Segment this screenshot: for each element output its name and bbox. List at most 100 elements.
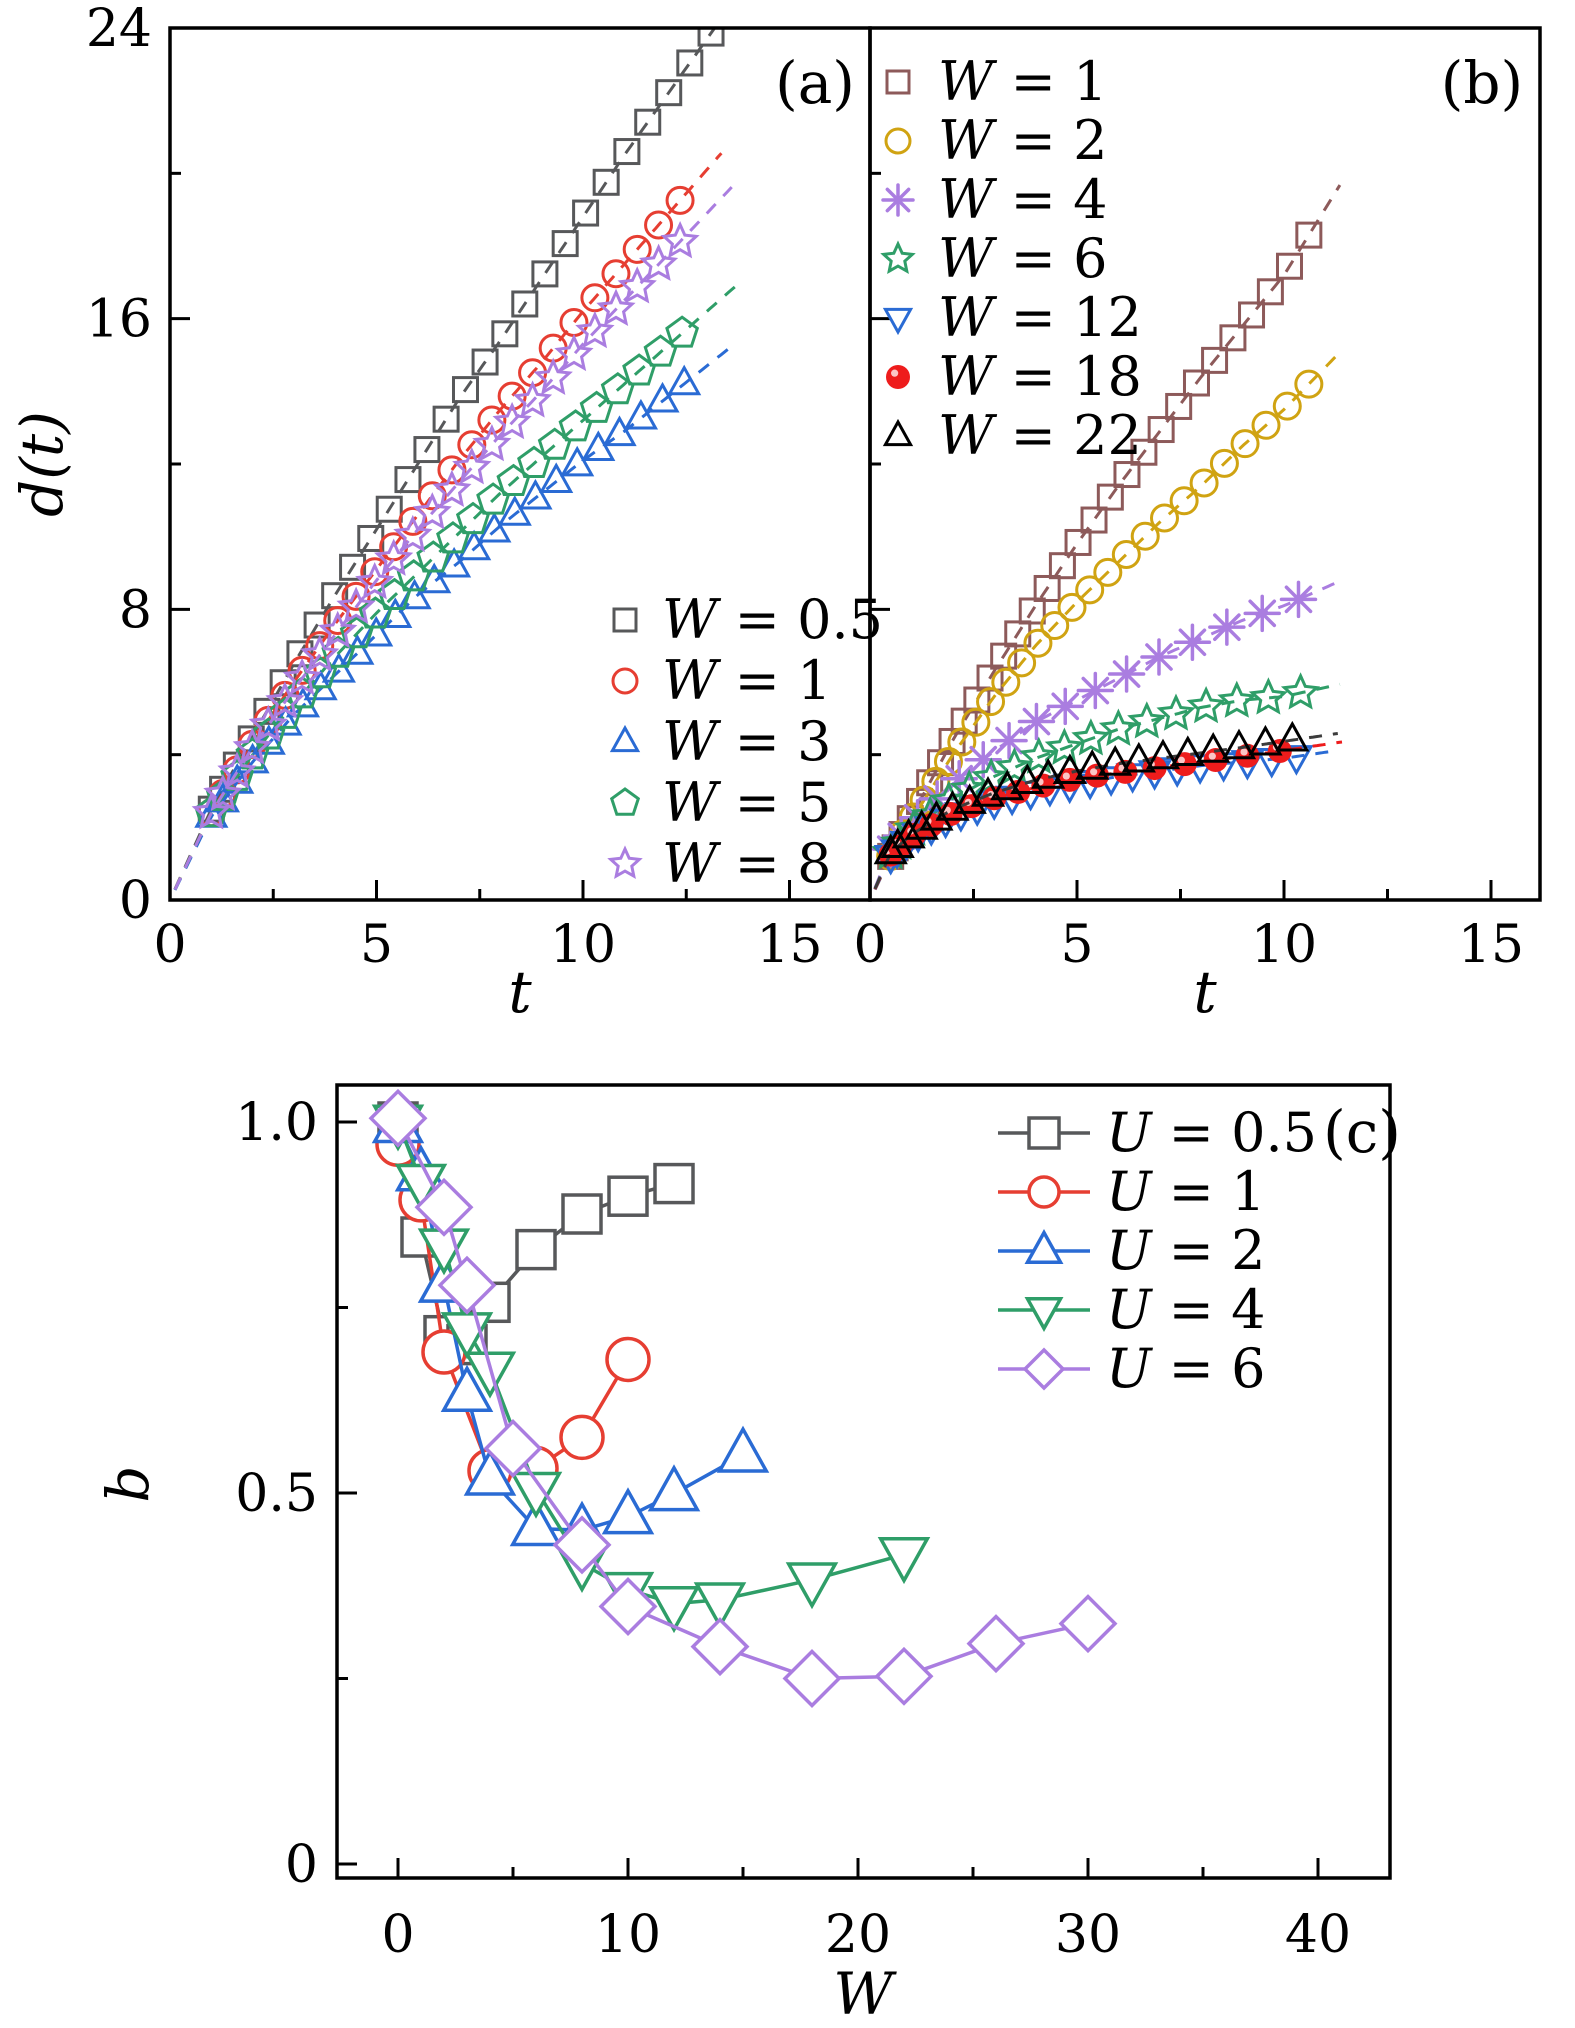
- legend-label: W = 5: [662, 771, 831, 834]
- marker-square: [1027, 1116, 1061, 1150]
- legend-item: W = 2: [884, 109, 1107, 172]
- marker-circle: [287, 655, 317, 685]
- legend-item: W = 0.5: [612, 588, 883, 651]
- marker-star: [533, 357, 573, 395]
- x-tick-label: 5: [360, 915, 393, 975]
- series-W=22: [873, 720, 1338, 890]
- marker-triangle-down: [647, 1585, 701, 1634]
- x-tick-label: 20: [825, 1905, 891, 1965]
- marker-square: [375, 495, 403, 523]
- x-tick-label: 15: [756, 915, 822, 975]
- marker-asterisk: [1173, 623, 1212, 662]
- marker-triangle-up: [359, 615, 394, 647]
- marker-pentagon: [455, 501, 490, 535]
- x-tick-label: 15: [1458, 915, 1524, 975]
- marker-star: [282, 657, 322, 696]
- marker-triangle-up: [880, 827, 915, 858]
- legend-item: U = 6: [998, 1337, 1265, 1400]
- marker-square: [339, 553, 367, 581]
- marker-star: [1280, 672, 1321, 710]
- marker-square: [1256, 278, 1284, 306]
- marker-square: [531, 260, 559, 288]
- marker-triangle-up: [647, 1464, 701, 1512]
- legend-label: W = 22: [938, 404, 1142, 467]
- marker-circle: [457, 430, 487, 460]
- marker-diamond: [966, 1614, 1026, 1674]
- fit-line: [173, 281, 741, 891]
- marker-triangle-up: [1275, 720, 1310, 752]
- panel-b-xlabel: t: [1193, 958, 1217, 1026]
- marker-square: [1182, 369, 1210, 397]
- marker-square: [1147, 416, 1175, 444]
- marker-star: [1098, 708, 1139, 746]
- marker-star: [660, 220, 700, 259]
- series-W=5: [173, 281, 741, 891]
- marker-square: [561, 1193, 603, 1235]
- marker-circle: [991, 667, 1021, 697]
- marker-star: [554, 333, 594, 372]
- marker-diamond: [552, 1515, 612, 1575]
- marker-square: [1033, 574, 1061, 602]
- marker-square: [471, 348, 499, 376]
- marker-circle: [1027, 1175, 1061, 1209]
- x-tick-label: 10: [1251, 915, 1317, 975]
- panel-c-ylabel: b: [94, 1465, 162, 1502]
- marker-triangle-up: [990, 769, 1025, 801]
- marker-circle: [1272, 391, 1302, 421]
- series-W=8: [173, 186, 733, 891]
- marker-star: [994, 746, 1035, 785]
- legend-item: W = 5: [609, 771, 831, 834]
- marker-circle: [933, 747, 963, 777]
- marker-pentagon: [609, 787, 641, 816]
- marker-circle: [611, 667, 639, 695]
- marker-star: [1127, 701, 1167, 739]
- x-tick-label: 40: [1285, 1905, 1351, 1965]
- marker-circle: [665, 185, 695, 215]
- fit-line: [173, 186, 733, 891]
- marker-diamond: [414, 1177, 474, 1237]
- marker-pentagon: [496, 463, 531, 496]
- marker-triangle-down: [463, 1351, 517, 1399]
- marker-circle: [1251, 410, 1281, 440]
- marker-triangle-up: [1121, 741, 1156, 773]
- marker-circle: [1294, 369, 1324, 399]
- marker-circle: [947, 727, 977, 757]
- fit-line: [873, 351, 1341, 891]
- marker-highlight: [1208, 752, 1216, 760]
- panel-b-series: [871, 184, 1345, 891]
- marker-triangle-up: [1031, 758, 1066, 789]
- fit-line: [173, 341, 737, 891]
- marker-circle: [580, 283, 610, 313]
- marker-square: [1201, 346, 1229, 374]
- marker-circle: [1149, 503, 1179, 533]
- marker-star: [248, 704, 288, 743]
- marker-square: [1130, 438, 1158, 466]
- marker-square: [413, 436, 441, 464]
- legend-c: U = 0.5U = 1U = 2U = 4U = 6: [998, 1101, 1317, 1400]
- marker-asterisk: [1107, 655, 1146, 693]
- panel-a-ticks: [168, 26, 791, 902]
- x-tick-label: 0: [153, 915, 186, 975]
- marker-asterisk: [964, 740, 1002, 779]
- marker-filled-circle: [886, 365, 910, 389]
- panel-a-tick-labels: 0 5 10 15 0 8 16 24: [86, 0, 823, 975]
- marker-circle: [559, 1414, 605, 1461]
- marker-asterisk: [1076, 671, 1115, 710]
- marker-square: [634, 108, 662, 136]
- marker-asterisk: [1279, 580, 1318, 619]
- marker-square: [1295, 221, 1323, 249]
- marker-square: [1018, 597, 1046, 625]
- marker-circle: [1230, 429, 1260, 459]
- marker-triangle-up: [1170, 735, 1205, 766]
- marker-star: [300, 634, 340, 672]
- marker-diamond: [368, 1088, 428, 1148]
- legend-item: W = 22: [882, 404, 1142, 467]
- marker-triangle-down: [785, 1562, 839, 1610]
- legend-a: W = 0.5W = 1W = 3W = 5W = 8: [607, 588, 883, 895]
- marker-triangle-up: [645, 381, 680, 413]
- marker-triangle-up: [497, 495, 532, 526]
- panel-b-ticks: [868, 26, 1493, 902]
- legend-item: U = 4: [998, 1278, 1265, 1341]
- panel-a-tag: (a): [775, 49, 855, 117]
- marker-square: [1096, 483, 1124, 511]
